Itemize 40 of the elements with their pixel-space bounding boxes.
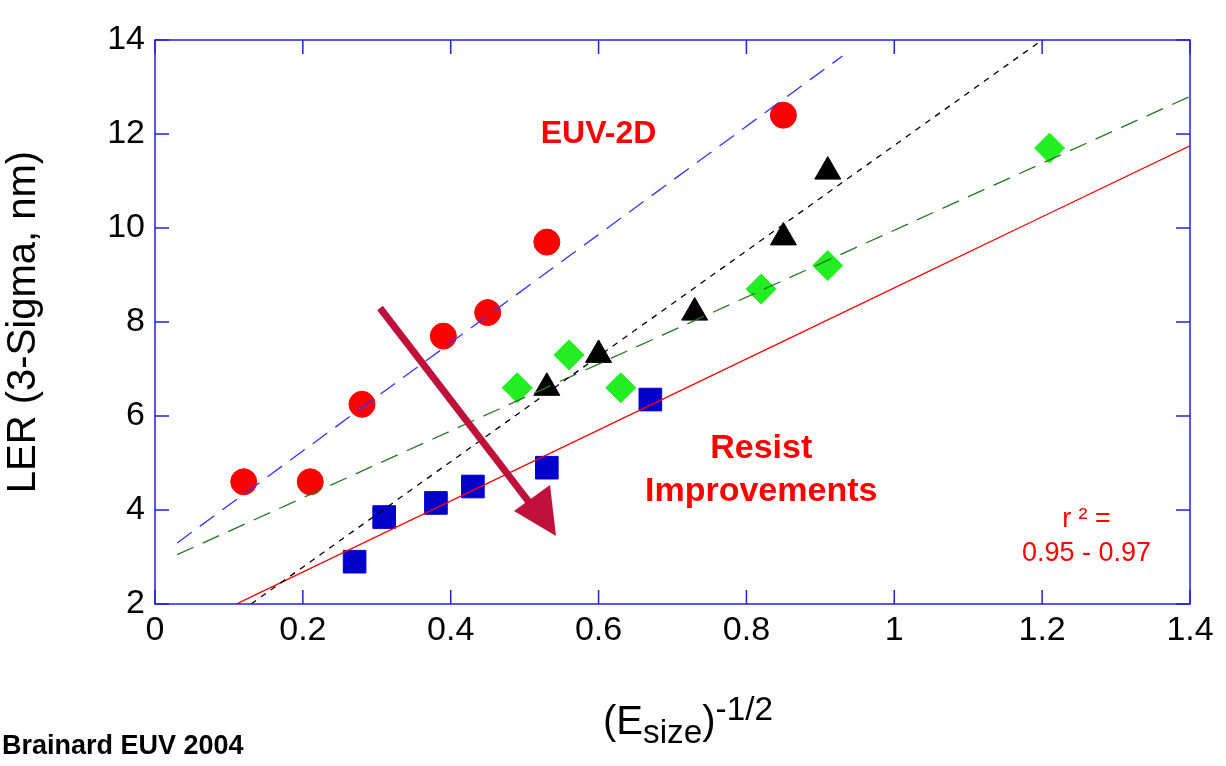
x-axis-title: (E$_{size}$)$^{-1/2}$: [602, 690, 774, 751]
point: [1034, 132, 1066, 164]
point: [533, 228, 561, 256]
point: [474, 299, 502, 327]
x-tick-label: 0.6: [574, 608, 623, 647]
text: Brainard EUV 2004: [2, 730, 244, 761]
x-tick-label: 0.2: [279, 608, 327, 647]
x-tick-label: 1.2: [1018, 608, 1066, 647]
point: [429, 322, 457, 350]
point: [638, 387, 663, 412]
x-tick-label: 1: [884, 608, 904, 647]
point: [605, 372, 637, 404]
annotation: r ² = 0.95 - 0.97: [1021, 502, 1152, 567]
y-tick-label: 2: [126, 582, 145, 621]
annotation: Resist Improvements: [645, 427, 878, 508]
point: [372, 505, 396, 529]
y-tick-label: 4: [126, 488, 145, 527]
annotation: EUV-2D: [540, 113, 657, 150]
x-tick-label: 0: [145, 608, 165, 647]
point: [535, 455, 559, 480]
y-tick-label: 14: [107, 18, 145, 57]
y-tick-label: 12: [107, 112, 145, 151]
point: [342, 549, 367, 574]
point: [769, 101, 797, 129]
point: [296, 468, 324, 496]
y-tick-label: 8: [126, 300, 145, 339]
x-tick-label: 1.4: [1166, 608, 1214, 647]
x-tick-label: 0.4: [427, 608, 475, 647]
point: [812, 250, 844, 282]
y-axis-title: LER (3-Sigma, nm): [0, 150, 44, 494]
point: [501, 372, 533, 404]
y-tick-label: 6: [126, 394, 145, 433]
point: [348, 390, 376, 418]
point: [424, 491, 448, 515]
point: [745, 273, 777, 305]
point: [230, 468, 258, 496]
point: [553, 339, 585, 371]
x-tick-label: 0.8: [722, 608, 771, 647]
point: [461, 474, 485, 499]
y-tick-label: 10: [107, 206, 145, 245]
